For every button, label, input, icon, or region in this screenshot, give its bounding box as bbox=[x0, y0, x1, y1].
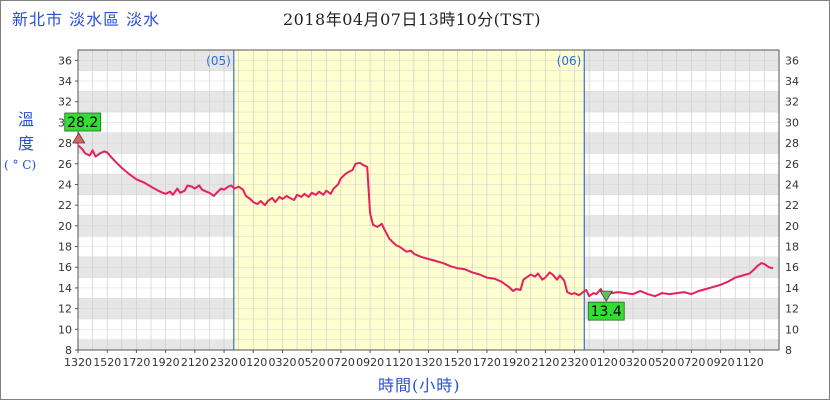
y-axis-label-line2: 度 bbox=[17, 134, 34, 153]
y-tick-label-right: 36 bbox=[785, 54, 799, 67]
y-tick-label-right: 30 bbox=[785, 116, 799, 129]
x-tick-label: 1120 bbox=[736, 356, 764, 369]
y-tick-label-right: 14 bbox=[785, 282, 799, 295]
x-tick-label: 0320 bbox=[619, 356, 647, 369]
chart-timestamp: 2018年04月07日13時10分(TST) bbox=[283, 10, 541, 29]
y-tick-label-right: 10 bbox=[785, 323, 799, 336]
y-tick-label-right: 28 bbox=[785, 137, 799, 150]
min-callout-box bbox=[587, 301, 625, 321]
y-tick-label-right: 18 bbox=[785, 241, 799, 254]
y-tick-label-right: 24 bbox=[785, 178, 799, 191]
y-tick-label-left: 34 bbox=[58, 75, 72, 88]
x-tick-label: 1520 bbox=[444, 356, 472, 369]
y-tick-label-left: 22 bbox=[58, 199, 72, 212]
x-axis-label: 時間(小時) bbox=[378, 376, 461, 395]
y-tick-label-left: 12 bbox=[58, 303, 72, 316]
x-tick-label: 1320 bbox=[415, 356, 443, 369]
day-marker-label: (06) bbox=[557, 54, 582, 68]
y-tick-label-right: 20 bbox=[785, 220, 799, 233]
max-callout-box bbox=[64, 112, 102, 132]
x-tick-label: 0120 bbox=[590, 356, 618, 369]
x-tick-label: 2320 bbox=[210, 356, 238, 369]
x-tick-label: 2320 bbox=[561, 356, 589, 369]
y-tick-label-left: 24 bbox=[58, 178, 72, 191]
x-tick-label: 0720 bbox=[327, 356, 355, 369]
max-marker bbox=[72, 132, 86, 144]
y-tick-label-left: 20 bbox=[58, 220, 72, 233]
x-tick-label: 0920 bbox=[356, 356, 384, 369]
y-tick-label-right: 22 bbox=[785, 199, 799, 212]
x-tick-label: 1520 bbox=[93, 356, 121, 369]
y-tick-label-right: 16 bbox=[785, 261, 799, 274]
y-tick-label-right: 12 bbox=[785, 303, 799, 316]
y-axis-label-line1: 溫 bbox=[17, 110, 34, 129]
y-tick-label-left: 32 bbox=[58, 96, 72, 109]
x-tick-label: 1120 bbox=[385, 356, 413, 369]
x-tick-label: 1720 bbox=[122, 356, 150, 369]
station-location: 新北市 淡水區 淡水 bbox=[12, 10, 161, 29]
x-tick-label: 1720 bbox=[473, 356, 501, 369]
y-tick-label-left: 10 bbox=[58, 323, 72, 336]
x-tick-label: 1920 bbox=[152, 356, 180, 369]
x-tick-label: 1920 bbox=[502, 356, 530, 369]
y-axis-label: 溫 度 bbox=[14, 108, 38, 156]
y-tick-label-right: 26 bbox=[785, 158, 799, 171]
x-tick-label: 0720 bbox=[677, 356, 705, 369]
x-tick-label: 2120 bbox=[531, 356, 559, 369]
day-marker-label: (05) bbox=[206, 54, 231, 68]
y-tick-label-right: 32 bbox=[785, 96, 799, 109]
y-tick-label-left: 36 bbox=[58, 54, 72, 67]
x-tick-label: 0320 bbox=[268, 356, 296, 369]
y-tick-label-right: 34 bbox=[785, 75, 799, 88]
x-tick-label: 1320 bbox=[64, 356, 92, 369]
y-tick-label-left: 18 bbox=[58, 241, 72, 254]
x-tick-label: 0920 bbox=[707, 356, 735, 369]
y-axis-unit: ( ° C) bbox=[4, 158, 37, 172]
y-tick-label-left: 26 bbox=[58, 158, 72, 171]
y-tick-label-left: 28 bbox=[58, 137, 72, 150]
x-tick-label: 0120 bbox=[239, 356, 267, 369]
x-tick-label: 2120 bbox=[181, 356, 209, 369]
y-tick-label-left: 14 bbox=[58, 282, 72, 295]
y-tick-label-left: 8 bbox=[65, 344, 72, 357]
y-tick-label-right: 8 bbox=[785, 344, 792, 357]
night-band bbox=[233, 50, 585, 350]
x-tick-label: 0520 bbox=[648, 356, 676, 369]
max-callout-label: 28.2 bbox=[67, 115, 98, 131]
min-marker bbox=[599, 290, 613, 302]
y-tick-label-left: 16 bbox=[58, 261, 72, 274]
x-tick-label: 0520 bbox=[298, 356, 326, 369]
min-callout-label: 13.4 bbox=[591, 304, 622, 320]
